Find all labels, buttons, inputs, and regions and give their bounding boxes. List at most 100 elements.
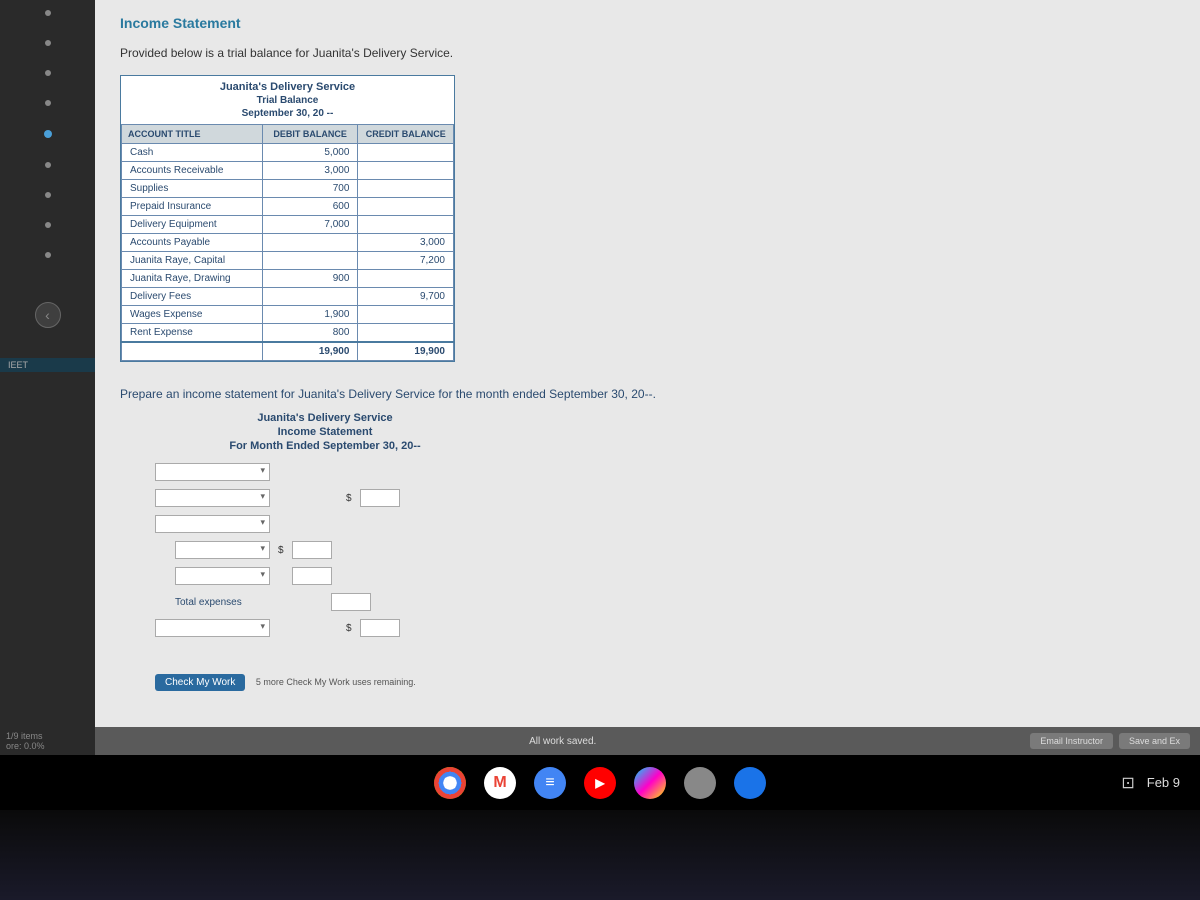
nav-dot[interactable]: [45, 40, 51, 46]
credit-cell: 3,000: [358, 234, 454, 252]
debit-cell: 3,000: [262, 162, 358, 180]
credit-cell: [358, 324, 454, 343]
nav-section-label: IEET: [0, 358, 95, 372]
table-row: Prepaid Insurance600: [122, 198, 454, 216]
back-button[interactable]: ‹: [35, 302, 61, 328]
table-row: Juanita Raye, Drawing900: [122, 270, 454, 288]
credit-cell: [358, 198, 454, 216]
debit-cell: [262, 288, 358, 306]
save-status: All work saved.: [95, 736, 1030, 747]
main-content: Income Statement Provided below is a tri…: [95, 0, 1200, 755]
account-cell: Rent Expense: [122, 324, 263, 343]
side-navigation: ‹ IEET: [0, 0, 95, 755]
table-row: Delivery Fees 9,700: [122, 288, 454, 306]
debit-cell: 5,000: [262, 144, 358, 162]
account-cell: Delivery Fees: [122, 288, 263, 306]
nav-dot[interactable]: [45, 162, 51, 168]
table-row: Wages Expense1,900: [122, 306, 454, 324]
page-title: Income Statement: [115, 10, 1180, 41]
tb-col-credit: CREDIT BALANCE: [358, 125, 454, 144]
credit-cell: [358, 270, 454, 288]
expense-2-amount-input[interactable]: [292, 567, 332, 585]
messages-icon[interactable]: [684, 767, 716, 799]
files-icon[interactable]: [734, 767, 766, 799]
nav-dot[interactable]: [45, 192, 51, 198]
revenue-account-dropdown[interactable]: [155, 463, 270, 481]
score-text: ore: 0.0%: [6, 741, 89, 751]
items-count: 1/9 items: [6, 731, 89, 741]
nav-dot-active[interactable]: [44, 130, 52, 138]
tb-col-account: ACCOUNT TITLE: [122, 125, 263, 144]
debit-cell: 600: [262, 198, 358, 216]
system-date[interactable]: Feb 9: [1147, 775, 1180, 790]
credit-cell: [358, 306, 454, 324]
debit-cell: 700: [262, 180, 358, 198]
account-cell: Juanita Raye, Drawing: [122, 270, 263, 288]
credit-cell: [358, 162, 454, 180]
nav-dot[interactable]: [45, 70, 51, 76]
dollar-sign: $: [346, 493, 352, 504]
debit-cell: 7,000: [262, 216, 358, 234]
income-statement-form: Juanita's Delivery Service Income Statem…: [155, 411, 495, 691]
nav-dot[interactable]: [45, 252, 51, 258]
account-cell: Prepaid Insurance: [122, 198, 263, 216]
chrome-icon[interactable]: [434, 767, 466, 799]
gmail-icon[interactable]: M: [484, 767, 516, 799]
nav-dot[interactable]: [45, 222, 51, 228]
revenue-item-dropdown[interactable]: [155, 489, 270, 507]
totals-row: 19,90019,900: [122, 342, 454, 361]
tb-report-name: Trial Balance: [125, 94, 450, 107]
debit-cell: 1,900: [262, 306, 358, 324]
account-cell: Accounts Payable: [122, 234, 263, 252]
is-company: Juanita's Delivery Service: [155, 411, 495, 425]
expense-header-dropdown[interactable]: [155, 515, 270, 533]
credit-cell: 9,700: [358, 288, 454, 306]
credit-cell: [358, 180, 454, 198]
dollar-sign: $: [346, 623, 352, 634]
nav-dot[interactable]: [45, 10, 51, 16]
taskbar: M ≡ ▶ ⊡ Feb 9: [0, 755, 1200, 810]
expense-item-2-dropdown[interactable]: [175, 567, 270, 585]
total-credit: 19,900: [358, 342, 454, 361]
net-income-input[interactable]: [360, 619, 400, 637]
account-cell: Juanita Raye, Capital: [122, 252, 263, 270]
account-cell: Wages Expense: [122, 306, 263, 324]
screen-edge: [0, 810, 1200, 900]
expense-1-amount-input[interactable]: [292, 541, 332, 559]
is-period: For Month Ended September 30, 20--: [155, 439, 495, 453]
email-instructor-button[interactable]: Email Instructor: [1030, 733, 1113, 749]
net-income-dropdown[interactable]: [155, 619, 270, 637]
credit-cell: 7,200: [358, 252, 454, 270]
tb-col-debit: DEBIT BALANCE: [262, 125, 358, 144]
dollar-sign: $: [278, 545, 284, 556]
table-row: Delivery Equipment7,000: [122, 216, 454, 234]
table-row: Supplies700: [122, 180, 454, 198]
table-row: Accounts Receivable3,000: [122, 162, 454, 180]
youtube-icon[interactable]: ▶: [584, 767, 616, 799]
account-cell: Delivery Equipment: [122, 216, 263, 234]
credit-cell: [358, 144, 454, 162]
save-and-exit-button[interactable]: Save and Ex: [1119, 733, 1190, 749]
revenue-amount-input[interactable]: [360, 489, 400, 507]
table-row: Juanita Raye, Capital 7,200: [122, 252, 454, 270]
total-expenses-label: Total expenses: [175, 597, 255, 608]
side-footer: 1/9 items ore: 0.0%: [0, 727, 95, 755]
debit-cell: [262, 252, 358, 270]
check-my-work-button[interactable]: Check My Work: [155, 674, 245, 691]
expense-item-1-dropdown[interactable]: [175, 541, 270, 559]
table-row: Rent Expense800: [122, 324, 454, 343]
debit-cell: [262, 234, 358, 252]
content-footer: All work saved. Email Instructor Save an…: [95, 727, 1200, 755]
debit-cell: 900: [262, 270, 358, 288]
docs-icon[interactable]: ≡: [534, 767, 566, 799]
intro-text: Provided below is a trial balance for Ju…: [115, 41, 1180, 75]
is-report-name: Income Statement: [155, 425, 495, 439]
debit-cell: 800: [262, 324, 358, 343]
nav-dot[interactable]: [45, 100, 51, 106]
credit-cell: [358, 216, 454, 234]
total-expenses-input[interactable]: [331, 593, 371, 611]
trial-balance-table: Juanita's Delivery Service Trial Balance…: [120, 75, 455, 362]
tray-icon[interactable]: ⊡: [1121, 773, 1134, 793]
account-cell: Cash: [122, 144, 263, 162]
play-store-icon[interactable]: [634, 767, 666, 799]
